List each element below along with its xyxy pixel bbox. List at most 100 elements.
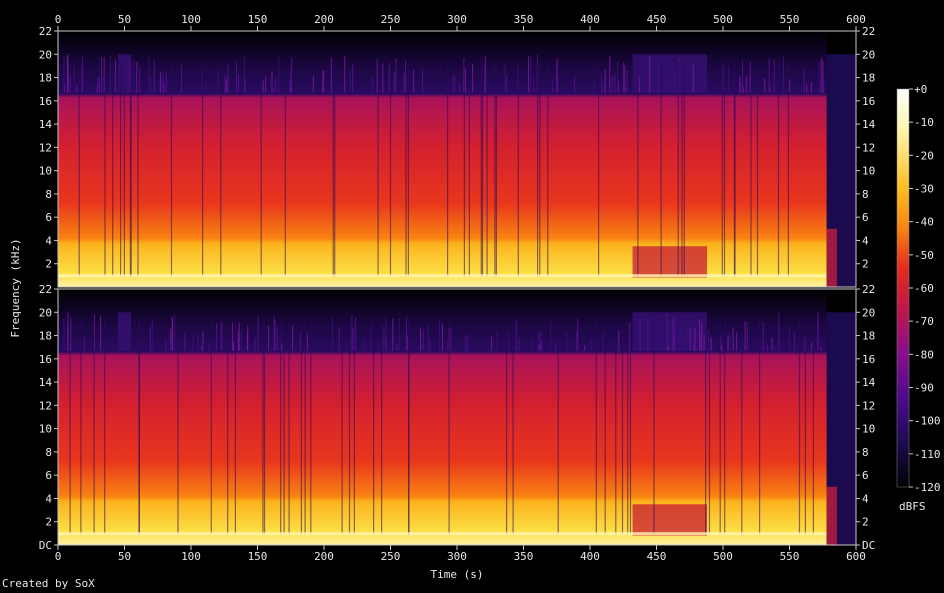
hf-transient	[712, 344, 714, 351]
onset-line	[389, 61, 392, 277]
x-tick-label-bottom: 550	[780, 550, 800, 563]
onset-line	[300, 319, 302, 535]
y-tick-label-left: 14	[39, 118, 53, 131]
hf-transient	[556, 63, 558, 93]
hf-transient	[299, 333, 301, 351]
hf-transient	[778, 312, 780, 351]
onset-line	[284, 61, 286, 277]
hf-transient	[216, 323, 218, 351]
hf-transient	[133, 59, 135, 93]
hf-transient	[413, 69, 415, 93]
colorbar-tick-label: +0	[914, 83, 927, 96]
onset-line	[120, 61, 122, 277]
hf-transient	[732, 327, 734, 351]
hf-transient	[742, 60, 743, 93]
hf-transient	[504, 64, 506, 93]
hf-transient	[710, 337, 712, 351]
hf-transient	[609, 55, 611, 93]
hf-transient	[165, 339, 167, 351]
onset-line	[463, 61, 465, 277]
hf-transient	[67, 56, 69, 93]
quiet-band	[632, 504, 708, 536]
hf-transient	[221, 321, 223, 351]
hf-transient	[217, 69, 219, 93]
y-tick-label-right: 2	[862, 516, 869, 529]
hf-transient	[385, 316, 387, 351]
hf-transient	[699, 319, 701, 351]
fade-out-tail	[826, 486, 837, 545]
hf-transient	[273, 315, 275, 351]
hf-transient	[668, 320, 670, 351]
onset-line	[304, 319, 306, 535]
hf-transient	[243, 55, 245, 93]
hf-transient	[602, 332, 604, 351]
hf-transient	[163, 82, 165, 93]
onset-line	[604, 319, 606, 535]
hf-transient	[528, 56, 530, 93]
onset-line	[104, 319, 106, 535]
hf-transient	[67, 312, 69, 351]
hf-transient	[818, 62, 820, 93]
x-tick-label-bottom: 600	[846, 550, 866, 563]
hf-transient	[224, 74, 226, 93]
hf-transient	[388, 62, 390, 93]
hf-transient	[422, 69, 424, 93]
onset-line	[734, 61, 736, 277]
hf-transient	[682, 335, 684, 351]
hf-transient	[666, 312, 668, 351]
onset-line	[348, 319, 351, 535]
hf-transient	[197, 334, 199, 351]
hf-transient	[649, 55, 651, 93]
hf-transient	[491, 336, 493, 351]
hf-transient	[556, 58, 558, 93]
hf-transient	[614, 73, 616, 93]
onset-line	[512, 319, 514, 535]
hf-transient	[537, 332, 539, 351]
y-tick-label-left: 6	[45, 469, 52, 482]
onset-line	[227, 319, 229, 535]
hf-transient	[806, 84, 808, 93]
hf-transient	[532, 74, 534, 93]
hf-transient	[420, 327, 421, 351]
hf-transient	[668, 345, 670, 351]
hf-transient	[352, 63, 354, 93]
colorbar-tick-label: -70	[914, 315, 934, 328]
hf-transient	[639, 318, 641, 351]
hf-transient	[766, 344, 768, 351]
hf-transient	[98, 78, 100, 93]
y-tick-label-left: 12	[39, 399, 52, 412]
hf-transient	[226, 63, 228, 93]
onset-line	[353, 319, 355, 535]
hf-transient	[192, 332, 194, 351]
x-tick-label-top: 100	[181, 13, 201, 26]
y-tick-label-right: 20	[862, 48, 875, 61]
onset-line	[377, 61, 379, 277]
y-tick-label-right: 14	[862, 376, 876, 389]
hf-transient	[238, 74, 240, 93]
hf-transient	[114, 72, 116, 93]
hf-transient	[396, 343, 398, 351]
y-tick-label-right: 6	[862, 469, 869, 482]
hf-transient	[484, 66, 486, 93]
x-tick-label-bottom: 100	[181, 550, 201, 563]
onset-line	[310, 319, 312, 535]
hf-transient	[817, 314, 819, 351]
hf-transient	[202, 331, 204, 351]
hf-transient	[174, 314, 176, 351]
hf-transient	[170, 342, 172, 351]
bass-line	[58, 532, 827, 536]
onset-line	[708, 319, 711, 535]
onset-line	[637, 61, 639, 277]
y-tick-label-left: 16	[39, 95, 52, 108]
hf-transient	[393, 70, 395, 93]
hf-transient	[150, 75, 152, 93]
hf-transient	[161, 79, 163, 93]
hf-transient	[746, 322, 748, 351]
colorbar-tick-label: -110	[914, 448, 941, 461]
hf-transient	[446, 86, 448, 93]
x-tick-label-bottom: 300	[447, 550, 467, 563]
hf-transient	[281, 343, 283, 351]
onset-line	[263, 319, 266, 535]
hf-transient	[429, 338, 431, 351]
y-tick-label-left: 14	[39, 376, 53, 389]
